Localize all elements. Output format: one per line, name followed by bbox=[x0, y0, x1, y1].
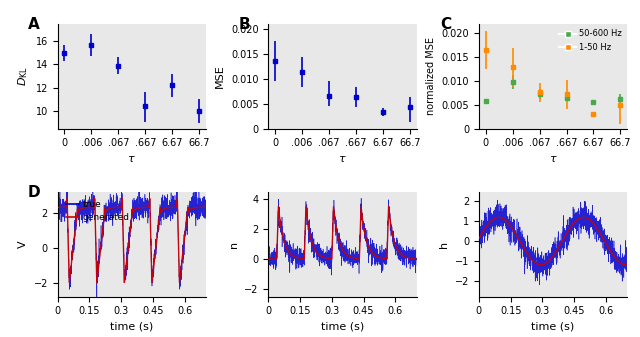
Text: C: C bbox=[440, 17, 451, 32]
Y-axis label: $D_{\mathrm{KL}}$: $D_{\mathrm{KL}}$ bbox=[16, 66, 30, 86]
X-axis label: $\tau$: $\tau$ bbox=[338, 154, 347, 164]
Y-axis label: V: V bbox=[18, 240, 28, 248]
X-axis label: time (s): time (s) bbox=[531, 322, 575, 332]
Y-axis label: MSE: MSE bbox=[215, 64, 225, 88]
Legend: 50-600 Hz, 1-50 Hz: 50-600 Hz, 1-50 Hz bbox=[558, 28, 623, 53]
Text: B: B bbox=[239, 17, 250, 32]
Y-axis label: n: n bbox=[228, 241, 239, 248]
Y-axis label: normalized MSE: normalized MSE bbox=[426, 37, 436, 115]
Text: A: A bbox=[28, 17, 40, 32]
X-axis label: $\tau$: $\tau$ bbox=[548, 154, 557, 164]
Legend: true, generated: true, generated bbox=[62, 196, 134, 226]
Text: D: D bbox=[28, 185, 40, 200]
X-axis label: time (s): time (s) bbox=[110, 322, 154, 332]
X-axis label: time (s): time (s) bbox=[321, 322, 364, 332]
Y-axis label: h: h bbox=[439, 241, 449, 248]
X-axis label: $\tau$: $\tau$ bbox=[127, 154, 136, 164]
